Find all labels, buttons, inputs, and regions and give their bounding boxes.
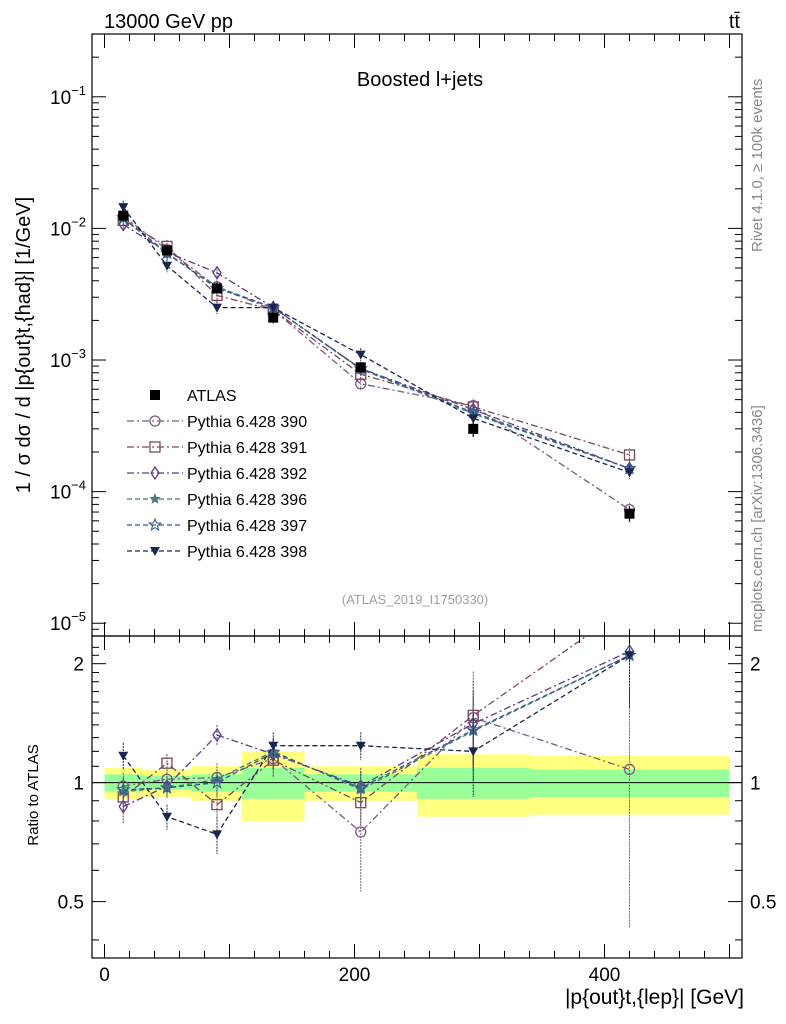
series-6-ratio-point bbox=[624, 651, 635, 661]
series-1-ratio-point bbox=[355, 826, 367, 838]
legend-label: Pythia 6.428 391 bbox=[187, 440, 307, 457]
legend-label: Pythia 6.428 390 bbox=[187, 414, 307, 431]
ratio-tick-label-right: 1 bbox=[750, 774, 761, 795]
legend-label: Pythia 6.428 397 bbox=[187, 518, 307, 535]
series-6-point bbox=[468, 414, 479, 424]
ratio-tick-label: 2 bbox=[73, 655, 84, 676]
series-2-point bbox=[623, 449, 636, 461]
series-6-point bbox=[355, 350, 366, 360]
legend-marker bbox=[150, 547, 160, 556]
x-tick-label: 0 bbox=[99, 965, 110, 986]
series-3-line bbox=[122, 223, 630, 470]
y-tick-exponent: −1 bbox=[71, 83, 86, 98]
legend-entry: Pythia 6.428 398 bbox=[127, 544, 307, 561]
series-1-ratio-point bbox=[623, 763, 636, 776]
x-axis-label: |p{out}t,{lep}| [GeV] bbox=[565, 986, 744, 1009]
y-axis-label: 1 / σ dσ / d |p{out}t,{had}| [1/GeV] bbox=[13, 197, 35, 493]
series-2-ratio-point bbox=[625, 601, 635, 611]
series-6-point bbox=[624, 468, 635, 478]
series-5-ratio-point bbox=[209, 775, 225, 789]
legend-marker bbox=[149, 493, 161, 504]
atlas-point bbox=[212, 283, 222, 294]
y-tick-label: 10−1 bbox=[50, 83, 86, 109]
atlas-point bbox=[468, 423, 479, 434]
atlas-point bbox=[355, 362, 366, 373]
legend-label: Pythia 6.428 396 bbox=[187, 492, 307, 509]
series-3-point bbox=[212, 265, 222, 280]
legend-entry: Pythia 6.428 397 bbox=[127, 517, 307, 535]
series-6-point bbox=[268, 303, 279, 313]
y-tick-exponent: −4 bbox=[71, 478, 86, 493]
series-6-point bbox=[118, 203, 129, 213]
ratio-tick-label-right: 2 bbox=[750, 655, 761, 676]
ratio-tick-label: 1 bbox=[73, 774, 84, 795]
legend-entry: Pythia 6.428 396 bbox=[127, 492, 307, 509]
series-5-ratio-point bbox=[116, 782, 131, 796]
uncertainty-bands bbox=[104, 751, 730, 821]
y-tick-label: 10−3 bbox=[50, 346, 86, 372]
legend-label: Pythia 6.428 398 bbox=[187, 544, 307, 561]
series-6-line bbox=[122, 206, 630, 474]
y-tick-label: 10−5 bbox=[50, 609, 86, 635]
source-label: mcplots.cern.ch [arXiv:1306.3436] bbox=[749, 405, 766, 632]
ratio-tick-label: 0.5 bbox=[58, 893, 84, 914]
y-tick-exponent: −2 bbox=[71, 214, 86, 229]
legend-label: ATLAS bbox=[187, 388, 237, 405]
series-2-ratio-point bbox=[211, 798, 223, 811]
legend-entry: Pythia 6.428 390 bbox=[127, 414, 307, 431]
energy-label: 13000 GeV pp bbox=[104, 11, 233, 33]
series-5-ratio-point bbox=[466, 722, 481, 736]
y-tick-exponent: −3 bbox=[71, 346, 86, 361]
ratio-panel: 0.5 0.5 1 1 2 2 0 200 400 bbox=[58, 601, 776, 986]
legend: ATLAS Pythia 6.428 390 Pythia 6.428 391 Pyt… bbox=[127, 388, 307, 561]
series-5-ratio-point bbox=[159, 780, 175, 794]
x-tick-label: 400 bbox=[589, 965, 621, 986]
series-6-ratio-point bbox=[212, 830, 222, 840]
y-tick-label: 10−2 bbox=[50, 214, 86, 240]
legend-marker bbox=[150, 465, 160, 481]
ratio-frame bbox=[91, 635, 743, 959]
ratio-tick-label-right: 0.5 bbox=[750, 893, 776, 914]
x-tick-label: 200 bbox=[339, 965, 371, 986]
legend-entry: ATLAS bbox=[150, 388, 237, 405]
ratio-y-axis-label: Ratio to ATLAS bbox=[25, 744, 42, 845]
legend-marker bbox=[147, 517, 163, 532]
process-label: tt̄ bbox=[729, 11, 741, 33]
chart-title: Boosted l+jets bbox=[357, 69, 483, 91]
ratio-series bbox=[116, 601, 637, 928]
legend-marker bbox=[149, 415, 161, 427]
series-5-ratio-point bbox=[353, 780, 368, 794]
series-3-ratio-point bbox=[162, 778, 172, 794]
series-2-ratio-point bbox=[161, 757, 173, 769]
legend-marker bbox=[149, 441, 161, 453]
atlas-point bbox=[162, 245, 172, 256]
series-6-point bbox=[212, 303, 222, 313]
atlas-point bbox=[268, 312, 279, 323]
series-3-ratio-point bbox=[118, 799, 129, 814]
analysis-id: (ATLAS_2019_I1750330) bbox=[342, 592, 488, 607]
legend-label: Pythia 6.428 392 bbox=[187, 466, 307, 483]
rivet-label: Rivet 4.1.0, ≥ 100k events bbox=[749, 79, 766, 252]
legend-marker bbox=[150, 390, 160, 400]
series-6-ratio-point bbox=[118, 751, 129, 761]
legend-entry: Pythia 6.428 391 bbox=[127, 440, 307, 457]
atlas-point bbox=[118, 210, 129, 221]
series-6-ratio-point bbox=[355, 741, 366, 751]
series-6-ratio-point bbox=[468, 747, 479, 757]
atlas-point bbox=[624, 508, 635, 519]
series-6-ratio-point bbox=[268, 741, 279, 751]
legend-entry: Pythia 6.428 392 bbox=[127, 465, 307, 483]
y-tick-exponent: −5 bbox=[71, 609, 86, 624]
series-6-point bbox=[162, 261, 172, 271]
main-panel: 10−1 10−2 10−3 10−4 10−5 bbox=[50, 33, 743, 637]
main-series bbox=[116, 200, 637, 522]
series-3-ratio-point bbox=[212, 727, 222, 743]
series-4-line bbox=[122, 217, 630, 470]
series-6-ratio-point bbox=[162, 812, 172, 822]
y-tick-label: 10−4 bbox=[50, 478, 86, 504]
